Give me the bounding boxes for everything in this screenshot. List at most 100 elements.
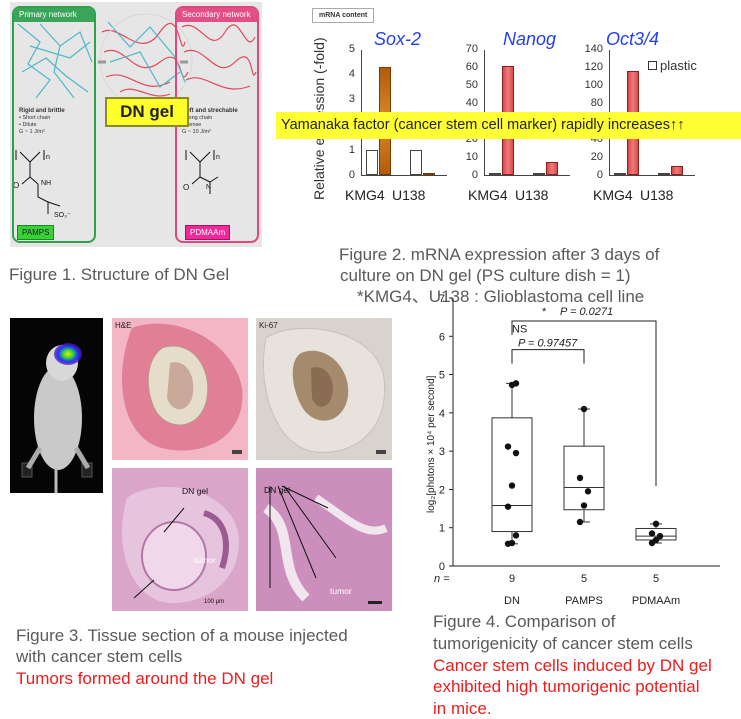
y-tick-label: 7: [439, 293, 445, 305]
n-label: n =: [434, 573, 450, 585]
figure2-caption-line: *KMG4、U138 : Glioblastoma cell line: [357, 287, 645, 306]
dn-gel-section-2: DN gel tumor: [256, 468, 392, 611]
data-point: [652, 536, 660, 544]
y-tick-label: 120: [584, 61, 603, 73]
y-tick-label: 20: [590, 151, 603, 163]
data-point: [512, 532, 520, 539]
y-tick-label: 1: [439, 523, 445, 535]
section-1-tissue: [122, 486, 239, 603]
dn-gel-label-2: DN gel: [264, 485, 290, 495]
secondary-network-description: Soft and strechable • Long chain • Dense…: [182, 108, 238, 136]
primary-desc-heading: Rigid and brittle: [19, 108, 65, 114]
secondary-network-title: Secondary network: [177, 8, 257, 22]
dn-network-mesh: [101, 21, 189, 97]
figure3-highlight: Tumors formed around the DN gel: [16, 669, 274, 688]
primary-desc-line: • Short chain: [19, 115, 51, 121]
figure2-caption-line: culture on DN gel (PS culture dish = 1): [340, 266, 631, 285]
data-point: [648, 530, 656, 537]
y-tick-label: 4: [439, 408, 445, 420]
data-point: [584, 488, 592, 495]
y-tick-label: 2: [439, 484, 445, 496]
section-2-tissue: [256, 468, 392, 611]
y-tick-label: 4: [348, 68, 355, 81]
legend-swatch: [648, 61, 657, 70]
dn-gel-label-1: DN gel: [182, 486, 208, 496]
primary-network-title: Primary network: [14, 8, 94, 22]
secondary-desc-line: • Long chain: [182, 115, 213, 121]
data-point: [508, 539, 516, 547]
figure4-y-axis-label: log₂[photons × 10⁴ per second]: [426, 375, 437, 513]
secondary-desc-heading: Soft and strechable: [182, 108, 238, 114]
y-tick-label: 1: [348, 143, 355, 156]
y-tick-label: 3: [439, 446, 445, 458]
box-dn: [491, 417, 533, 533]
svg-text:N: N: [206, 184, 211, 191]
svg-text:O: O: [13, 181, 19, 190]
y-tick-label: 50: [465, 79, 478, 91]
primary-network-mesh: [17, 23, 93, 99]
y-tick-label: 6: [439, 331, 445, 343]
gene-title-oct34: Oct3/4: [606, 29, 660, 49]
significance-label: NS: [512, 323, 527, 335]
bar-u138-dn-gel: [423, 173, 435, 175]
primary-desc-line: G ~ 1 J/m²: [19, 129, 45, 135]
figure4-caption-line: Figure 4. Comparison of: [433, 612, 616, 631]
p-value-label: P = 0.0271: [560, 306, 613, 318]
tumor-label-2: tumor: [330, 586, 352, 596]
significance-label: *: [542, 306, 547, 318]
svg-text:SO₃⁻: SO₃⁻: [54, 212, 71, 219]
svg-text:n: n: [46, 154, 50, 161]
figure2-caption-line: Figure 2. mRNA expression after 3 days o…: [339, 245, 660, 264]
gene-title-sox2: Sox-2: [374, 29, 422, 49]
bar-u138-dn-gel: [671, 166, 683, 175]
x-category-label: U138: [392, 187, 426, 203]
figure1-dn-gel-structure: n O NH SO₃⁻ n O N Primary network Rigid …: [10, 2, 262, 247]
bar-u138-plastic: [410, 149, 422, 175]
data-point: [512, 380, 520, 387]
bar-u138-plastic: [533, 173, 545, 175]
y-tick-label: 5: [348, 43, 355, 55]
figure1-caption: Figure 1. Structure of DN Gel: [9, 265, 230, 284]
network-illustration: n O NH SO₃⁻ n O N: [13, 13, 257, 219]
mouse-silhouette: [21, 343, 93, 493]
dn-gel-section-1: DN gel tumor 100 μm: [112, 468, 248, 611]
y-tick-label: 100: [584, 79, 603, 91]
n-value: 9: [509, 573, 515, 585]
figure4-highlight-line: in mice.: [433, 699, 492, 718]
y-tick-label: 10: [465, 151, 478, 163]
primary-network-box: Primary network Rigid and brittle • Shor…: [12, 6, 96, 243]
y-tick-label: 140: [584, 43, 603, 55]
data-point: [576, 518, 584, 526]
data-point: [512, 449, 520, 457]
he-label: H&E: [115, 321, 132, 330]
pdmaam-structure-icon: [185, 150, 219, 194]
y-tick-label: 80: [590, 97, 603, 109]
tumor-label-1: tumor: [194, 555, 216, 565]
y-tick-label: 0: [596, 169, 603, 181]
he-tissue: [122, 323, 243, 454]
svg-text:O: O: [183, 183, 189, 192]
data-point: [504, 503, 512, 510]
figure3-caption-line: with cancer stem cells: [16, 647, 183, 666]
mouse-imaging-photo: [10, 318, 103, 493]
x-category-label: PDMAAm: [632, 595, 680, 607]
gene-title-nanog: Nanog: [503, 29, 557, 49]
significance-bracket: [511, 320, 657, 486]
significance-bracket: [511, 349, 585, 364]
svg-text:NH: NH: [41, 180, 51, 187]
data-point: [652, 520, 660, 528]
mrna-content-badge: mRNA content: [312, 8, 375, 23]
data-point: [580, 405, 588, 413]
bar-u138-plastic: [658, 173, 670, 175]
y-tick-label: 5: [439, 370, 445, 382]
bar-kmg4-plastic: [366, 149, 378, 175]
dn-gel-label: DN gel: [105, 97, 189, 127]
scale-bar-label: 100 μm: [204, 599, 225, 605]
x-category-label: DN: [504, 595, 520, 607]
y-tick-label: 3: [348, 93, 355, 106]
legend-plastic-label: plastic: [660, 58, 697, 73]
x-category-label: KMG4: [593, 187, 633, 203]
p-value-label: P = 0.97457: [518, 338, 578, 350]
figure3-caption-line: Figure 3. Tissue section of a mouse inje…: [16, 626, 348, 645]
n-value: 5: [653, 573, 659, 585]
